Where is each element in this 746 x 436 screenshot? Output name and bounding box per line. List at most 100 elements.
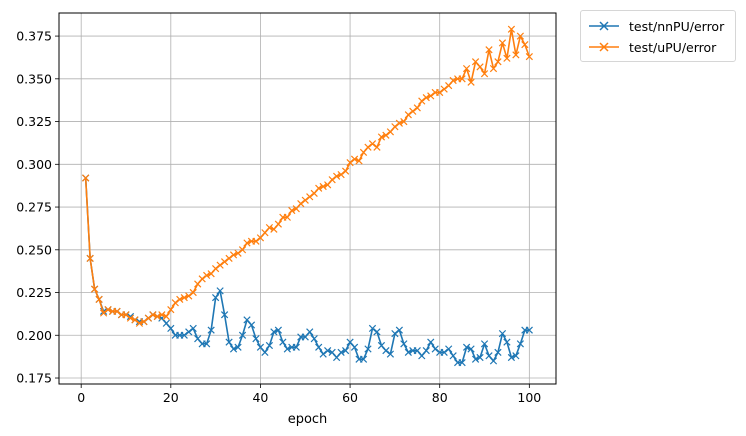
data-point-marker [99,309,108,317]
data-point-marker [229,345,238,353]
data-point-marker [449,352,457,360]
data-point-marker [480,70,489,78]
data-point-marker [297,200,305,208]
data-point-marker [189,288,197,297]
data-point-marker [489,357,498,365]
legend: test/nnPU/error test/uPU/error [580,10,736,62]
data-point-marker [104,306,112,314]
data-point-marker [418,97,426,105]
series-layer [82,25,533,367]
data-point-marker [350,343,359,351]
data-point-marker [386,350,395,358]
data-point-marker [525,326,533,334]
data-point-marker [283,213,291,221]
legend-item-nnpu: test/nnPU/error [587,16,724,36]
data-point-marker [373,143,381,151]
data-point-marker [91,285,99,293]
x-tick-label: 40 [252,390,268,405]
data-point-marker [373,328,381,336]
data-point-marker [404,348,412,356]
data-point-marker [95,295,103,303]
x-tick-label: 60 [342,390,358,405]
data-point-marker [225,254,233,262]
data-point-marker [445,345,453,353]
data-point-marker [180,294,188,302]
y-tick-label: 0.250 [16,242,52,257]
data-point-marker [503,338,511,346]
data-point-marker [333,172,341,180]
data-point-marker [180,331,188,339]
data-point-marker [315,343,323,351]
data-point-marker [216,261,224,269]
data-point-marker [467,78,475,86]
data-point-marker [404,111,412,119]
data-point-marker [252,237,260,245]
data-point-marker [171,299,179,307]
data-point-marker [436,88,444,97]
data-point-marker [306,328,314,336]
data-point-marker [422,94,430,102]
data-point-marker [301,196,309,204]
y-tick-label: 0.175 [16,371,52,386]
data-point-marker [203,271,211,280]
data-point-marker [203,340,211,348]
data-point-marker [346,158,354,167]
data-point-marker [270,328,278,336]
data-point-marker [310,335,318,343]
data-point-marker [462,64,471,73]
data-point-marker [198,275,206,283]
legend-label-nnpu: test/nnPU/error [629,18,725,34]
data-point-marker [422,347,430,355]
data-point-marker [189,324,197,333]
data-point-marker [440,85,448,93]
y-tick-label: 0.300 [16,157,52,172]
data-point-marker [274,220,282,228]
data-point-marker [135,319,144,327]
data-point-marker [238,331,247,339]
data-point-marker [512,51,520,59]
data-point-marker [261,348,269,356]
data-point-marker [140,317,148,326]
data-point-marker [274,326,282,334]
data-point-marker [185,328,193,336]
data-point-marker [306,193,314,201]
data-point-marker [368,324,377,333]
data-point-marker [382,131,390,139]
legend-label-upu: test/uPU/error [629,39,717,55]
data-point-marker [368,140,377,148]
data-point-marker [279,338,287,346]
data-point-marker [400,340,408,348]
data-point-marker [476,63,484,71]
data-point-marker [507,25,516,33]
data-point-marker [229,251,238,259]
data-point-marker [458,75,466,83]
data-point-marker [377,133,386,141]
data-point-marker [431,345,439,353]
data-point-marker [341,347,350,355]
data-point-marker [391,123,399,131]
axis-ticks: 0 20 40 60 80 100 0.175 0.200 0.225 0.250 0.275 0.3… [16,29,541,405]
y-tick-label: 0.275 [16,200,52,215]
data-point-marker [158,311,166,319]
data-point-marker [507,353,516,362]
data-point-marker [82,174,90,182]
data-point-marker [328,176,336,184]
x-tick-label: 0 [77,390,85,405]
y-tick-label: 0.325 [16,114,52,129]
data-point-marker [480,340,489,348]
data-point-marker [216,287,224,295]
data-point-marker [149,311,157,319]
data-point-marker [292,343,300,351]
data-point-marker [409,107,417,115]
data-point-marker [440,348,448,356]
x-tick-label: 100 [517,390,541,405]
data-point-marker [476,353,484,362]
data-point-marker [337,170,345,179]
data-point-marker [512,352,520,360]
y-tick-label: 0.225 [16,285,52,300]
data-point-marker [234,343,242,351]
data-point-marker [283,345,291,353]
data-point-marker [265,223,274,232]
data-point-marker [449,76,457,85]
data-point-marker [167,306,175,314]
